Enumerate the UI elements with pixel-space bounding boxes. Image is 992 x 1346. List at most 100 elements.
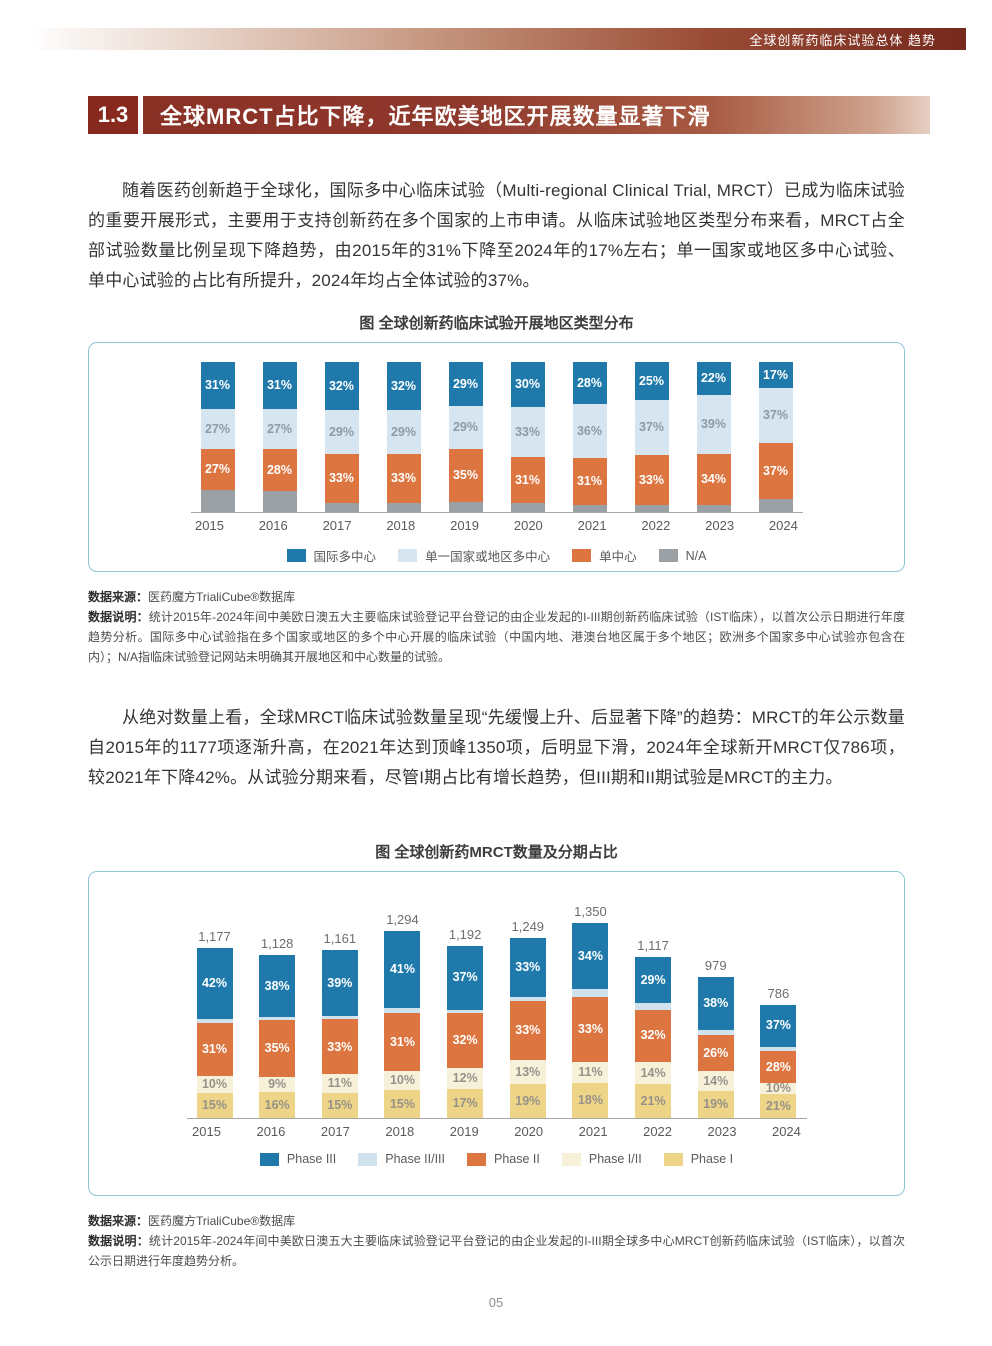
- page-content: 1.3 全球MRCT占比下降，近年欧美地区开展数量显著下滑 随着医药创新趋于全球…: [88, 96, 930, 1271]
- data-source-text: 医药魔方TrialiCube®数据库: [148, 590, 296, 604]
- legend-swatch: [572, 549, 592, 562]
- bar-2016: 31% 27% 28%: [262, 362, 297, 512]
- bar-total-label: 1,117: [637, 937, 669, 953]
- bar-total-label: 786: [767, 985, 790, 1001]
- bar-total-label: 1,294: [386, 912, 419, 928]
- segment-value-label: 13%: [515, 1064, 541, 1079]
- data-note-label: 数据说明：: [88, 610, 149, 624]
- segment-phase-ii-iii: [447, 1009, 484, 1013]
- bar-2018: 32% 29% 33%: [386, 362, 421, 512]
- segment-单中心: 31%: [510, 456, 545, 503]
- legend-item-n-a: N/A: [658, 549, 706, 563]
- segment-value-label: 29%: [390, 424, 417, 439]
- segment-phase-ii-iii: [321, 1015, 358, 1020]
- segment-value-label: 14%: [640, 1065, 666, 1080]
- segment-phase-i-ii: 13%: [509, 1060, 546, 1084]
- segment-n-a: [510, 503, 545, 512]
- bar-2024: 786 37% 28% 10% 21%: [760, 986, 797, 1118]
- segment-国际多中心: 32%: [386, 362, 421, 410]
- header-band: 全球创新药临床试验总体 趋势: [28, 28, 966, 50]
- segment-value-label: 21%: [640, 1093, 666, 1108]
- segment-n-a: [634, 504, 669, 512]
- section-title: 全球MRCT占比下降，近年欧美地区开展数量显著下滑: [143, 96, 930, 134]
- legend-swatch: [259, 1152, 279, 1166]
- bar-2021: 1,350 34% 33% 11% 18%: [572, 904, 609, 1118]
- segment-value-label: 27%: [204, 421, 231, 436]
- segment-phase-ii: 31%: [384, 1013, 421, 1072]
- segment-value-label: 31%: [514, 472, 541, 487]
- segment-value-label: 32%: [640, 1028, 666, 1043]
- segment-n-a: [262, 491, 297, 512]
- segment-单中心: 27%: [200, 449, 235, 490]
- segment-phase-ii: 26%: [697, 1034, 734, 1072]
- data-note-line: 数据说明：统计2015年-2024年间中美欧日澳五大主要临床试验登记平台登记的由…: [88, 1231, 905, 1271]
- legend-item-国际多中心: 国际多中心: [286, 546, 376, 565]
- data-note-label: 数据说明：: [88, 1234, 149, 1248]
- data-source-line: 数据来源：医药魔方TrialiCube®数据库: [88, 587, 905, 607]
- chart2-x-axis: 2015 2016 2017 2018 2019 2020 2021 2022 2023 2024: [187, 1124, 807, 1139]
- segment-单一国家或地区多中心: 27%: [200, 408, 235, 449]
- figure2-title: 图 全球创新药MRCT数量及分期占比: [375, 844, 618, 861]
- segment-phase-i: 16%: [259, 1091, 296, 1118]
- segment-phase-i-ii: 11%: [321, 1074, 358, 1093]
- data-source-line: 数据来源：医药魔方TrialiCube®数据库: [88, 1211, 905, 1231]
- segment-value-label: 17%: [762, 367, 789, 382]
- segment-n-a: [572, 504, 607, 512]
- segment-value-label: 33%: [390, 471, 417, 485]
- segment-phase-iii: 42%: [196, 948, 233, 1020]
- segment-value-label: 32%: [452, 1033, 478, 1048]
- segment-单一国家或地区多中心: 39%: [696, 395, 731, 454]
- segment-phase-i-ii: 14%: [635, 1061, 672, 1085]
- bar-total-label: 1,161: [323, 931, 357, 947]
- segment-value-label: 27%: [204, 462, 231, 476]
- x-axis-label-2017: 2017: [320, 1124, 350, 1139]
- segment-phase-iii: 34%: [572, 923, 609, 990]
- segment-value-label: 9%: [268, 1077, 287, 1092]
- segment-phase-i-ii: 12%: [447, 1068, 484, 1089]
- legend-label: Phase I: [690, 1152, 734, 1166]
- segment-phase-ii: 35%: [259, 1020, 296, 1078]
- bar-2017: 32% 29% 33%: [324, 362, 359, 512]
- segment-phase-iii: 41%: [384, 931, 421, 1008]
- x-axis-label-2024: 2024: [768, 518, 798, 533]
- x-axis-label-2015: 2015: [192, 1124, 221, 1139]
- segment-value-label: 31%: [389, 1035, 415, 1050]
- segment-value-label: 29%: [452, 420, 479, 434]
- segment-phase-i: 19%: [697, 1091, 734, 1118]
- segment-value-label: 33%: [328, 471, 355, 485]
- legend-item-phase-ii: Phase II: [467, 1152, 540, 1166]
- segment-value-label: 41%: [389, 962, 415, 977]
- segment-value-label: 22%: [700, 371, 727, 386]
- legend-swatch: [658, 549, 678, 562]
- segment-value-label: 29%: [452, 376, 479, 391]
- x-axis-label-2020: 2020: [514, 1124, 544, 1139]
- segment-phase-ii-iii: [572, 989, 609, 998]
- segment-value-label: 37%: [765, 1018, 791, 1033]
- segment-单一国家或地区多中心: 33%: [510, 407, 545, 457]
- segment-phase-iii: 37%: [760, 1004, 797, 1047]
- segment-单一国家或地区多中心: 29%: [386, 410, 421, 454]
- bar-2022: 25% 37% 33%: [634, 362, 669, 512]
- segment-phase-ii: 33%: [321, 1019, 358, 1075]
- body-paragraph-2: 从绝对数量上看，全球MRCT临床试验数量呈现“先缓慢上升、后显著下降”的趋势：M…: [88, 708, 905, 787]
- segment-value-label: 31%: [576, 474, 603, 488]
- chart2-plot-area: 1,177 42% 31% 10% 15% 1,128 38% 35% 9% 16% 1,161 39…: [186, 896, 807, 1119]
- segment-国际多中心: 32%: [324, 362, 359, 410]
- bar-total-label: 1,249: [511, 918, 545, 934]
- segment-value-label: 25%: [638, 373, 665, 388]
- segment-phase-i-ii: 9%: [259, 1077, 296, 1092]
- figure1-title: 图 全球创新药临床试验开展地区类型分布: [359, 315, 634, 332]
- segment-n-a: [758, 498, 793, 512]
- bar-2018: 1,294 41% 31% 10% 15%: [384, 912, 421, 1118]
- segment-value-label: 34%: [700, 471, 727, 486]
- segment-单一国家或地区多中心: 37%: [758, 387, 793, 443]
- segment-value-label: 37%: [452, 970, 478, 985]
- segment-value-label: 31%: [266, 378, 293, 392]
- segment-value-label: 33%: [515, 960, 541, 975]
- bar-2017: 1,161 39% 33% 11% 15%: [321, 931, 358, 1118]
- segment-phase-ii-iii: [635, 1003, 672, 1010]
- segment-value-label: 33%: [327, 1039, 353, 1054]
- segment-phase-iii: 39%: [321, 950, 358, 1016]
- segment-单中心: 34%: [696, 453, 731, 505]
- segment-value-label: 10%: [389, 1073, 415, 1088]
